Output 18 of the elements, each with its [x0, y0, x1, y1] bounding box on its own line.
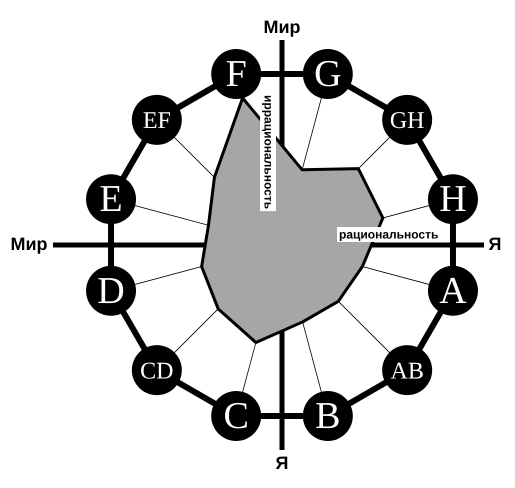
spoke-label: D	[97, 270, 125, 312]
spoke-label: G	[314, 53, 342, 96]
spoke-label: AB	[390, 358, 424, 384]
text: Мир	[263, 16, 301, 37]
spoke-label: GH	[390, 108, 424, 134]
spoke-label: H	[439, 178, 467, 220]
spoke-label: B	[315, 394, 340, 437]
spoke-label: A	[439, 270, 468, 312]
text: Я	[276, 452, 288, 473]
spoke-label: F	[226, 53, 247, 96]
spoke-label: EF	[142, 108, 171, 134]
text: рациональность	[339, 227, 438, 242]
spoke-label: E	[99, 178, 123, 220]
text: Мир	[10, 234, 48, 254]
spoke-label: CD	[140, 358, 174, 384]
text: Я	[488, 234, 502, 254]
spoke-label: C	[224, 394, 249, 437]
text: иррациональность	[262, 95, 276, 210]
